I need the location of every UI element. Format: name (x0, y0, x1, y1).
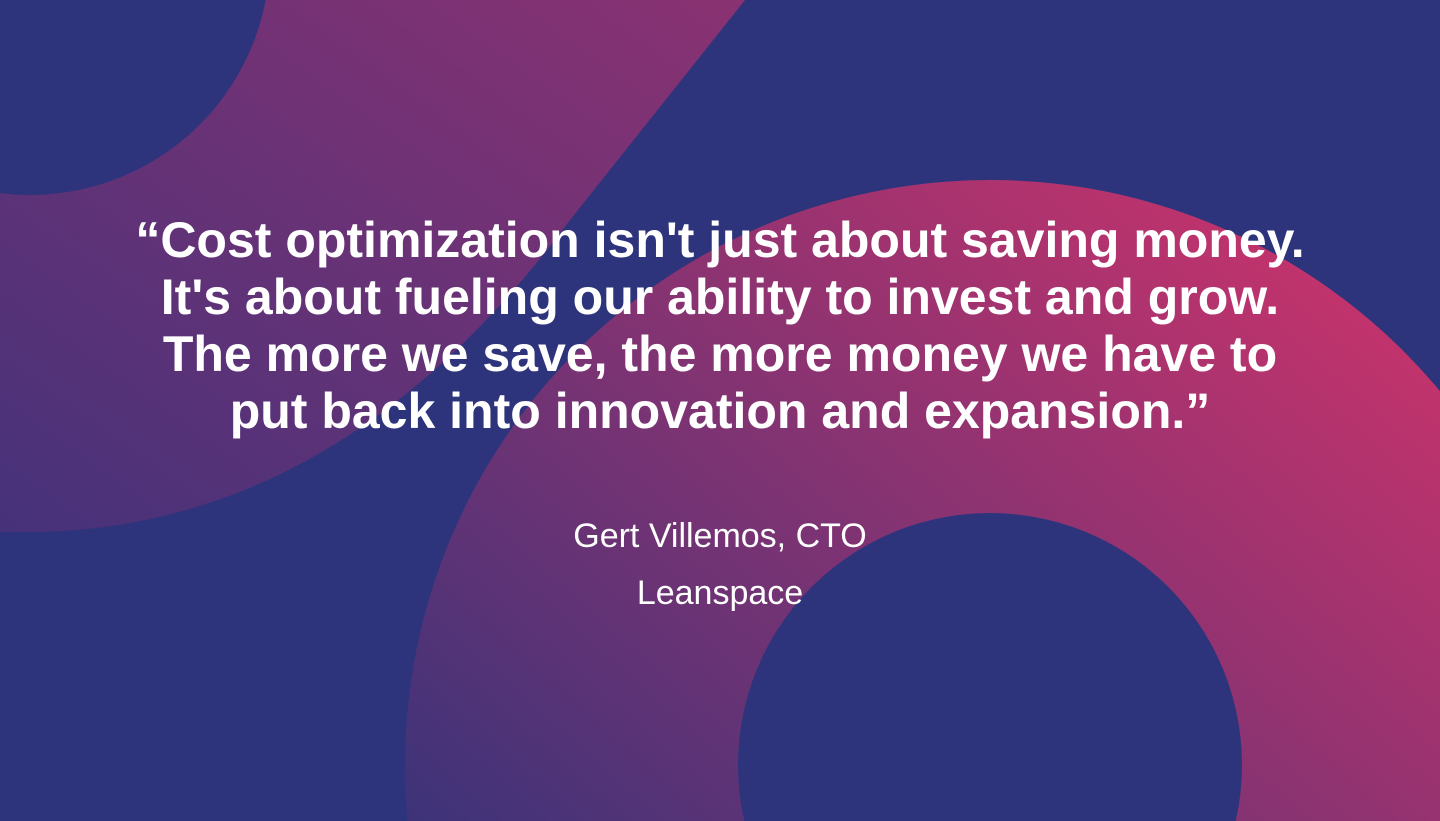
quote-line: The more we save, the more money we have… (162, 326, 1278, 382)
quote-line: put back into innovation and expansion.” (229, 383, 1211, 439)
quote-line: “Cost optimization isn't just about savi… (135, 212, 1305, 268)
author-name: Gert Villemos, CTO (573, 517, 867, 555)
top-left-circle (0, 0, 266, 195)
quote-text: “Cost optimization isn't just about savi… (0, 212, 1440, 440)
quote-line: It's about fueling our ability to invest… (160, 269, 1280, 325)
bottom-right-ring-hole (738, 513, 1242, 821)
author-company: Leanspace (636, 574, 804, 612)
